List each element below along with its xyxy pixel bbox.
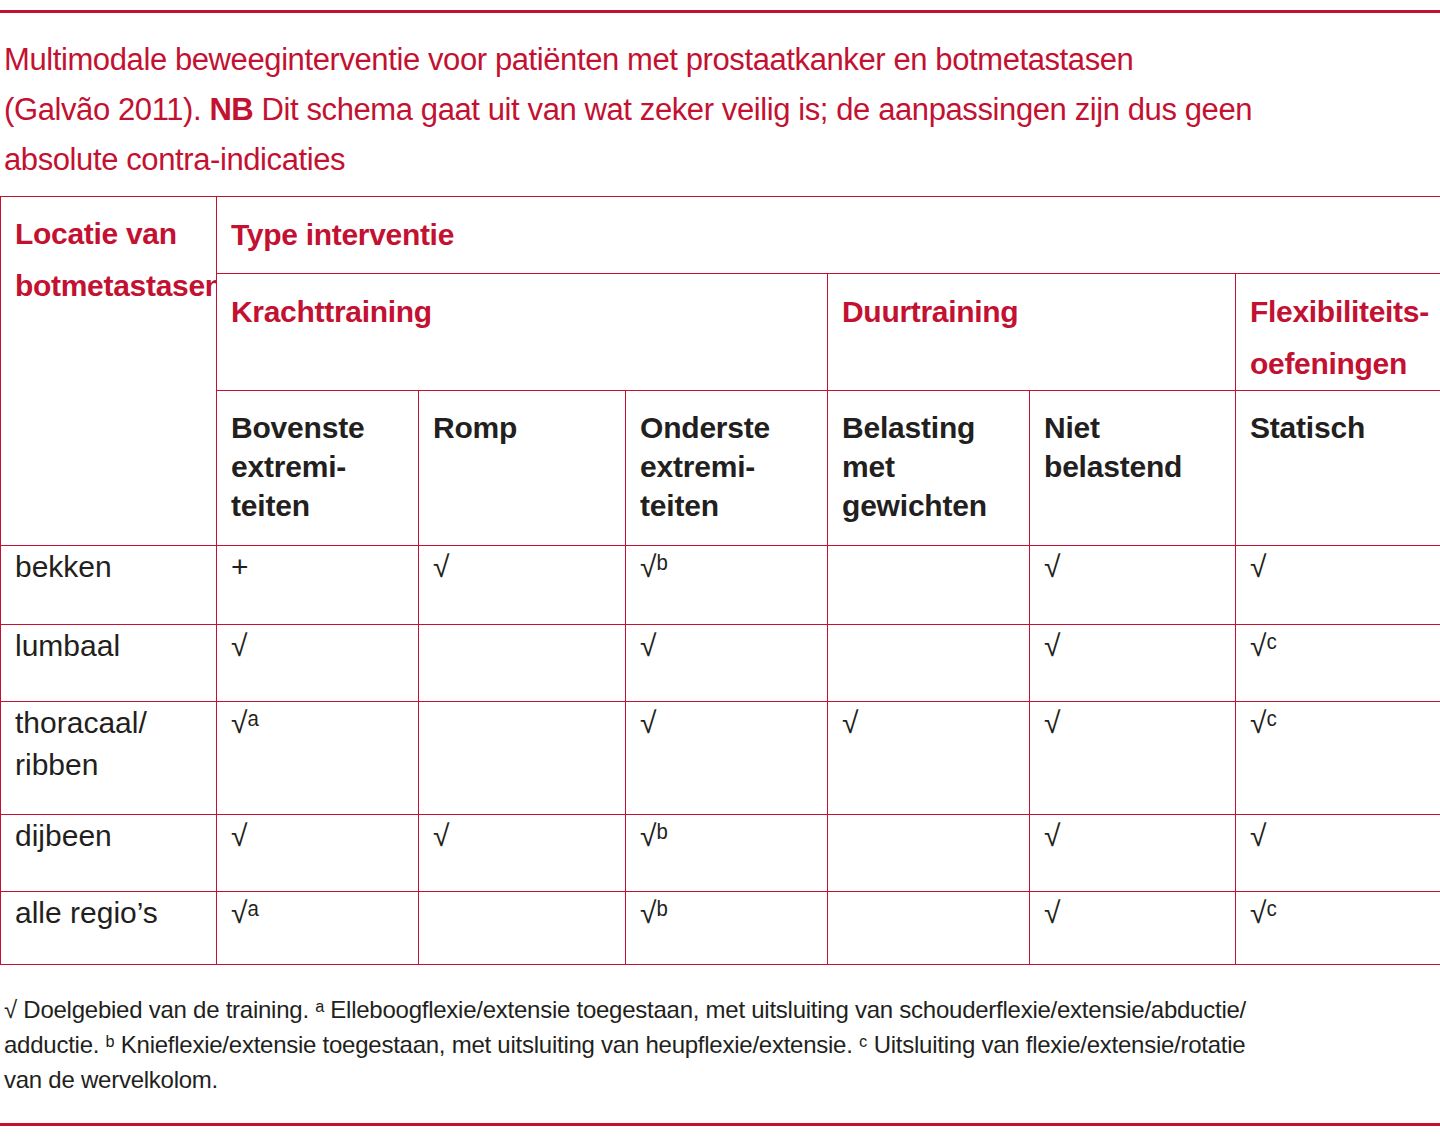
footnote-line: √ Doelgebied van de training. ᵃ Elleboog… (4, 992, 1246, 1027)
subheader-cell-bovenste-extremiteiten: Bovenste extremi- teiten (217, 391, 419, 546)
table-row-bekken: bekken + √ √ᵇ √ √ (1, 546, 1440, 625)
table-row-dijbeen: dijbeen √ √ √ᵇ √ √ (1, 815, 1440, 892)
intervention-table: Locatie van botmetastasen Type intervent… (0, 196, 1440, 965)
symbol-cell: √ (1030, 892, 1236, 965)
table-row-thoracaal-ribben: thoracaal/ ribben √ᵃ √ √ √ √ᶜ (1, 702, 1440, 815)
title-line-1: Multimodale beweeginterventie voor patië… (4, 42, 1133, 77)
header-row-subcategories: Bovenste extremi- teiten Romp Onderste e… (1, 391, 1440, 546)
symbol-cell (419, 892, 626, 965)
symbol-cell (828, 625, 1030, 702)
symbol-cell: √ (419, 546, 626, 625)
corner-header-cell: Locatie van botmetastasen (1, 197, 217, 546)
title-line-2-post: Dit schema gaat uit van wat zeker veilig… (253, 92, 1252, 127)
symbol-cell: √ (1030, 815, 1236, 892)
symbol-cell (828, 546, 1030, 625)
row-label: alle regio’s (1, 892, 217, 965)
row-label: lumbaal (1, 625, 217, 702)
top-rule (0, 10, 1440, 13)
header-row-group: Locatie van botmetastasen Type intervent… (1, 197, 1440, 274)
symbol-cell: √ᵃ (217, 702, 419, 815)
title-line-3: absolute contra-indicaties (4, 142, 345, 177)
symbol-cell: √ (217, 815, 419, 892)
footnote-line: van de wervelkolom. (4, 1062, 1246, 1097)
category-cell-krachttraining: Krachttraining (217, 274, 828, 391)
header-row-categories: Krachttraining Duurtraining Flexibilitei… (1, 274, 1440, 391)
table-row-lumbaal: lumbaal √ √ √ √ᶜ (1, 625, 1440, 702)
symbol-cell: √ (626, 702, 828, 815)
document-page: { "colors": { "accent": "#C31132", "text… (0, 0, 1440, 1137)
symbol-cell: √ (626, 625, 828, 702)
symbol-cell: √ᶜ (1236, 702, 1440, 815)
symbol-cell: √ (1030, 625, 1236, 702)
title-nb: NB (209, 92, 253, 127)
group-header-cell: Type interventie (217, 197, 1440, 274)
symbol-cell: √ (1236, 546, 1440, 625)
symbol-cell: √ (217, 625, 419, 702)
table-row-alle-regios: alle regio’s √ᵃ √ᵇ √ √ᶜ (1, 892, 1440, 965)
bottom-rule (0, 1123, 1440, 1126)
symbol-cell: √ (1236, 815, 1440, 892)
subheader-cell-statisch: Statisch (1236, 391, 1440, 546)
category-cell-duurtraining: Duurtraining (828, 274, 1236, 391)
symbol-cell: √ (828, 702, 1030, 815)
row-label: bekken (1, 546, 217, 625)
symbol-cell: + (217, 546, 419, 625)
symbol-cell: √ (1030, 546, 1236, 625)
symbol-cell: √ᵇ (626, 815, 828, 892)
row-label: dijbeen (1, 815, 217, 892)
subheader-cell-niet-belastend: Niet belastend (1030, 391, 1236, 546)
symbol-cell: √ (419, 815, 626, 892)
subheader-cell-romp: Romp (419, 391, 626, 546)
symbol-cell: √ᵇ (626, 892, 828, 965)
symbol-cell: √ᶜ (1236, 892, 1440, 965)
symbol-cell (419, 625, 626, 702)
symbol-cell: √ (1030, 702, 1236, 815)
symbol-cell: √ᵃ (217, 892, 419, 965)
symbol-cell (419, 702, 626, 815)
symbol-cell: √ᶜ (1236, 625, 1440, 702)
subheader-cell-onderste-extremiteiten: Onderste extremi- teiten (626, 391, 828, 546)
footnote-line: adductie. ᵇ Knieflexie/extensie toegesta… (4, 1027, 1246, 1062)
category-cell-flexibiliteitsoefeningen: Flexibiliteits- oefeningen (1236, 274, 1440, 391)
table-footnote: √ Doelgebied van de training. ᵃ Elleboog… (4, 992, 1246, 1097)
symbol-cell (828, 892, 1030, 965)
subheader-cell-belasting-met-gewichten: Belasting met gewichten (828, 391, 1030, 546)
document-title: Multimodale beweeginterventie voor patië… (4, 35, 1438, 185)
symbol-cell: √ᵇ (626, 546, 828, 625)
title-line-2-pre: (Galvão 2011). (4, 92, 209, 127)
symbol-cell (828, 815, 1030, 892)
row-label: thoracaal/ ribben (1, 702, 217, 815)
